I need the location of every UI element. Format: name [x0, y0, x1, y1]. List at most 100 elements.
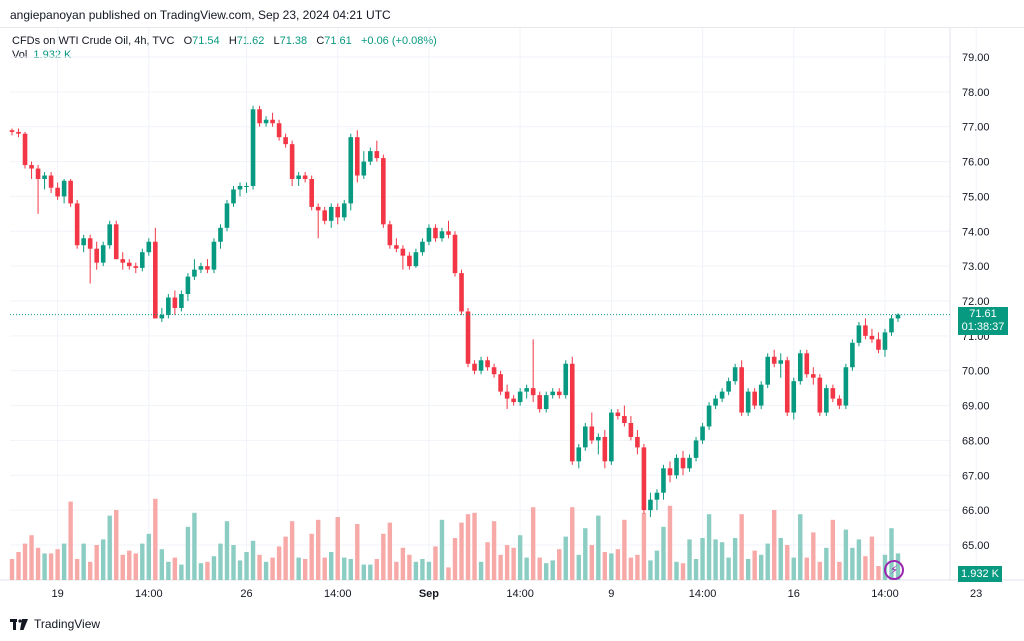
- volume-bar: [537, 557, 542, 580]
- legend-symbol[interactable]: CFDs on WTI Crude Oil, 4h, TVC: [12, 35, 175, 47]
- candle-body: [94, 248, 99, 263]
- y-tick-label: 70.00: [962, 366, 990, 378]
- candle-body: [882, 332, 888, 350]
- candle-body: [843, 367, 849, 406]
- volume-bar: [472, 512, 477, 580]
- candle-body: [784, 360, 790, 413]
- candle-body: [446, 231, 451, 235]
- candle-body: [576, 447, 582, 462]
- candle-body: [289, 144, 295, 179]
- volume-bar: [824, 547, 829, 580]
- candle-body: [478, 360, 484, 371]
- candle-body: [244, 185, 249, 187]
- volume-bar: [446, 567, 451, 580]
- candle-body: [328, 206, 334, 221]
- candle-body: [302, 175, 308, 179]
- volume-bar: [856, 539, 862, 580]
- volume-bar: [524, 557, 529, 580]
- candle-body: [231, 189, 236, 204]
- candle-body: [126, 262, 132, 267]
- volume-bar: [830, 519, 836, 580]
- legend-vol-value: 1.932 K: [33, 49, 72, 61]
- y-tick-label: 68.00: [962, 435, 990, 447]
- candle-body: [648, 499, 653, 511]
- candle-body: [22, 133, 28, 166]
- candle-body: [120, 259, 126, 263]
- volume-bar: [342, 557, 347, 580]
- volume-bar: [302, 559, 308, 580]
- volume-bar: [843, 529, 849, 580]
- candle-body: [9, 130, 15, 132]
- volume-bar: [81, 543, 86, 580]
- volume-bar: [648, 560, 653, 580]
- volume-bar: [94, 545, 99, 580]
- volume-bar: [439, 519, 445, 580]
- legend-open-value: 71.54: [192, 35, 220, 47]
- volume-bar: [654, 550, 660, 580]
- volume-bar: [74, 559, 80, 580]
- volume-bar: [146, 533, 152, 580]
- volume-bar: [289, 521, 295, 580]
- volume-bar: [837, 561, 842, 580]
- volume-bar: [22, 543, 28, 580]
- candle-body: [661, 468, 666, 493]
- volume-bar: [211, 556, 217, 580]
- candle-body: [713, 398, 718, 406]
- candle-body: [153, 241, 158, 319]
- candle-body: [465, 311, 471, 364]
- candle-body: [74, 203, 80, 246]
- volume-bar: [719, 542, 725, 580]
- volume-bar: [876, 566, 881, 580]
- candle-body: [674, 457, 679, 476]
- volume-bar: [413, 561, 419, 580]
- volume-bar: [485, 542, 490, 580]
- candle-body: [582, 426, 588, 448]
- y-tick-label: 77.00: [962, 122, 990, 134]
- volume-bar: [257, 554, 262, 580]
- brand-name: TradingView: [34, 617, 101, 631]
- volume-bar: [850, 547, 855, 580]
- volume-bar: [498, 554, 503, 580]
- volume-bar: [16, 552, 21, 580]
- candle-body: [869, 335, 875, 340]
- volume-bar: [368, 564, 373, 580]
- candle-body: [706, 405, 712, 427]
- volume-bar: [758, 554, 764, 580]
- candle-body: [107, 224, 113, 246]
- flash-icon[interactable]: ⚡: [884, 560, 904, 580]
- volume-bar: [544, 563, 549, 580]
- candle-body: [452, 234, 458, 274]
- candle-body: [667, 468, 673, 476]
- volume-bar: [628, 557, 634, 580]
- candle-body: [100, 245, 106, 263]
- candle-body: [309, 179, 314, 207]
- volume-bar: [172, 557, 178, 580]
- candle-body: [876, 339, 881, 350]
- candle-body: [726, 381, 731, 392]
- candle-body: [504, 391, 510, 399]
- candle-body: [654, 492, 660, 500]
- volume-bar: [661, 526, 666, 580]
- volume-bar: [889, 528, 894, 580]
- footer-brand: TradingView: [10, 617, 100, 631]
- x-tick-label: 9: [608, 588, 614, 600]
- legend-close-label: C: [316, 35, 325, 47]
- price-chart[interactable]: 65.0066.0067.0068.0069.0070.0071.0072.00…: [0, 28, 1024, 613]
- legend-low-label: L: [273, 35, 280, 47]
- candle-body: [413, 252, 419, 267]
- volume-bar: [35, 547, 41, 580]
- volume-bar: [550, 560, 555, 580]
- candle-body: [837, 398, 842, 406]
- y-tick-label: 73.00: [962, 261, 990, 273]
- legend-open-label: O: [183, 35, 193, 47]
- volume-bar: [9, 559, 15, 580]
- candle-body: [61, 180, 67, 197]
- volume-bar: [726, 557, 731, 580]
- candle-body: [719, 391, 725, 399]
- candle-body: [113, 224, 119, 260]
- candle-body: [68, 180, 73, 204]
- volume-bar: [68, 501, 73, 580]
- legend-vol-label[interactable]: Vol: [12, 49, 28, 61]
- volume-bar: [765, 543, 770, 580]
- candle-body: [817, 377, 823, 413]
